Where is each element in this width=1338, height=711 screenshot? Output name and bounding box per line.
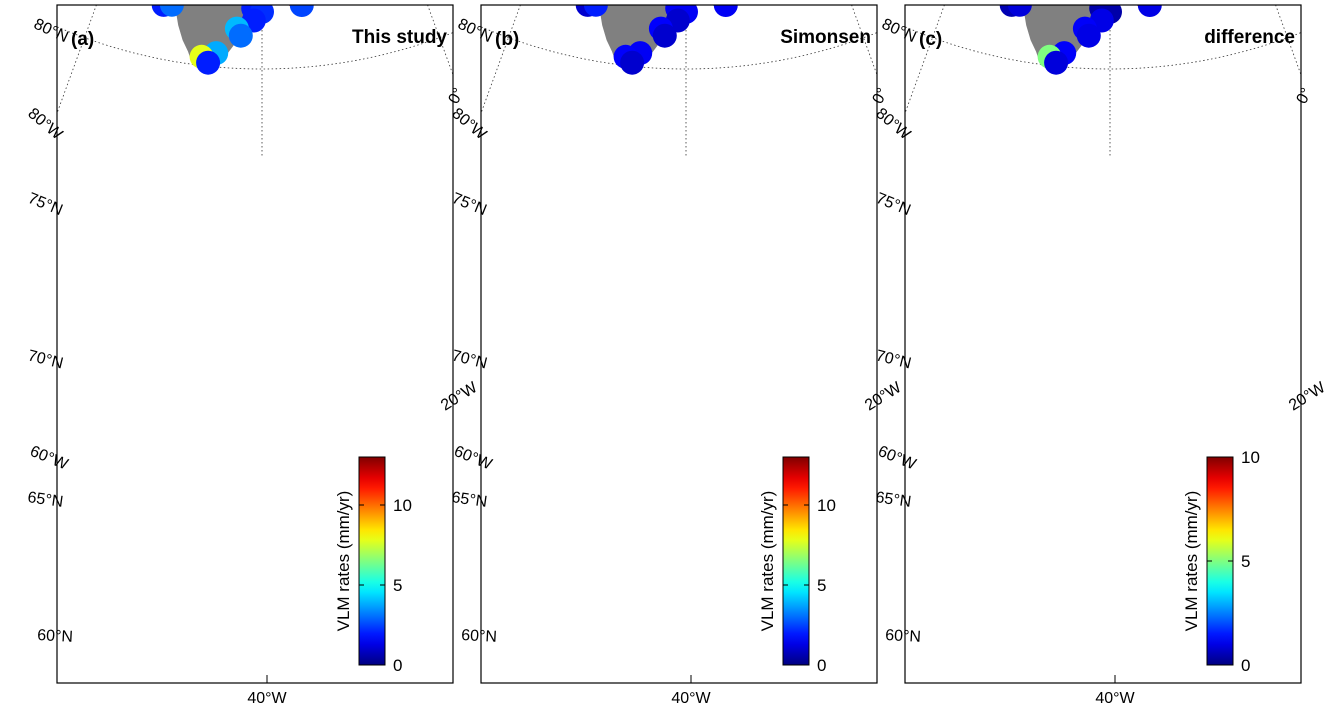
grid-label: 65°N (874, 489, 912, 511)
panel-title: difference (1204, 27, 1295, 48)
colorbar-tick-label: 10 (817, 496, 836, 515)
gnss-station-marker (1044, 50, 1069, 75)
panel-title: This study (352, 27, 447, 48)
grid-label: 70°N (874, 347, 913, 372)
graticule-lon-60 (481, 5, 521, 115)
graticule-lon-20 (1275, 5, 1301, 76)
grid-label: 65°N (450, 489, 488, 511)
map-panel-a: 80°N 75°N 70°N 65°N 60°N 80°W 60°W 40°W 20°W 0° (a… (24, 4, 481, 707)
grid-label: 40°W (247, 690, 287, 706)
gnss-station-marker (620, 50, 645, 75)
gnss-station-marker (1137, 5, 1162, 17)
grid-label: 60°W (452, 443, 496, 474)
gnss-station-marker (583, 5, 608, 17)
grid-label: 75°N (874, 190, 914, 219)
grid-label: 80°W (448, 105, 490, 144)
graticule-lon-60 (57, 5, 97, 115)
grid-label: 80°N (455, 16, 495, 47)
grid-label: 60°W (28, 443, 72, 474)
grid-label: 60°W (876, 443, 920, 474)
grid-label: 80°N (879, 16, 919, 47)
gnss-station-marker (196, 50, 221, 75)
map-panel-b: 80°N 75°N 70°N 65°N 60°N 80°W 60°W 40°W 20°W 0° (b… (448, 4, 905, 707)
grid-label: 0° (1294, 85, 1316, 106)
panel-frame (904, 4, 1302, 684)
graticule-lon-20 (427, 5, 453, 76)
colorbar-tick-label: 10 (1241, 448, 1260, 467)
grid-label: 20°W (862, 379, 905, 415)
colorbar-tick-label: 5 (393, 576, 402, 595)
panel-frame (56, 4, 454, 684)
panel-frame (480, 4, 878, 684)
colorbar (358, 456, 386, 666)
colorbar-tick-label: 5 (1241, 552, 1250, 571)
grid-label: 60°N (885, 627, 922, 646)
grid-label: 60°N (461, 627, 498, 646)
grid-label: 80°N (31, 16, 71, 47)
grid-label: 20°W (438, 379, 481, 415)
gnss-station-marker (228, 23, 253, 48)
gnss-station-marker (652, 23, 677, 48)
colorbar-tick-label: 0 (393, 656, 402, 675)
grid-label: 40°W (1095, 690, 1135, 706)
panel-label: (b) (495, 29, 519, 50)
graticule-lon-20 (851, 5, 877, 76)
grid-label: 20°W (1286, 379, 1329, 415)
map-panel-c: 80°N 75°N 70°N 65°N 60°N 80°W 60°W 40°W 20°W 0° (c… (872, 4, 1329, 707)
grid-label: 65°N (26, 489, 64, 511)
gnss-station-marker (1076, 23, 1101, 48)
panel-label: (c) (919, 29, 942, 50)
grid-label: 80°W (872, 105, 914, 144)
grid-label: 70°N (450, 347, 489, 372)
panel-title: Simonsen (780, 27, 871, 48)
grid-label: 0° (446, 85, 468, 106)
colorbar-tick-label: 5 (817, 576, 826, 595)
colorbar-tick-label: 0 (817, 656, 826, 675)
colorbar (782, 456, 810, 666)
colorbar-tick-label: 10 (393, 496, 412, 515)
gnss-station-marker (159, 5, 184, 17)
panel-label: (a) (71, 29, 94, 50)
colorbar-tick-label: 0 (1241, 656, 1250, 675)
gnss-station-marker (289, 5, 314, 17)
grid-label: 0° (870, 85, 892, 106)
grid-label: 70°N (26, 347, 65, 372)
grid-label: 80°W (24, 105, 66, 144)
grid-label: 75°N (26, 190, 66, 219)
gnss-station-marker (1007, 5, 1032, 17)
gnss-station-marker (713, 5, 738, 17)
grid-label: 40°W (671, 690, 711, 706)
grid-label: 75°N (450, 190, 490, 219)
colorbar-label: VLM rates (mm/yr) (334, 491, 353, 632)
colorbar-label: VLM rates (mm/yr) (1182, 491, 1201, 632)
colorbar-label: VLM rates (mm/yr) (758, 491, 777, 632)
grid-label: 60°N (37, 627, 74, 646)
graticule-lon-60 (905, 5, 945, 115)
